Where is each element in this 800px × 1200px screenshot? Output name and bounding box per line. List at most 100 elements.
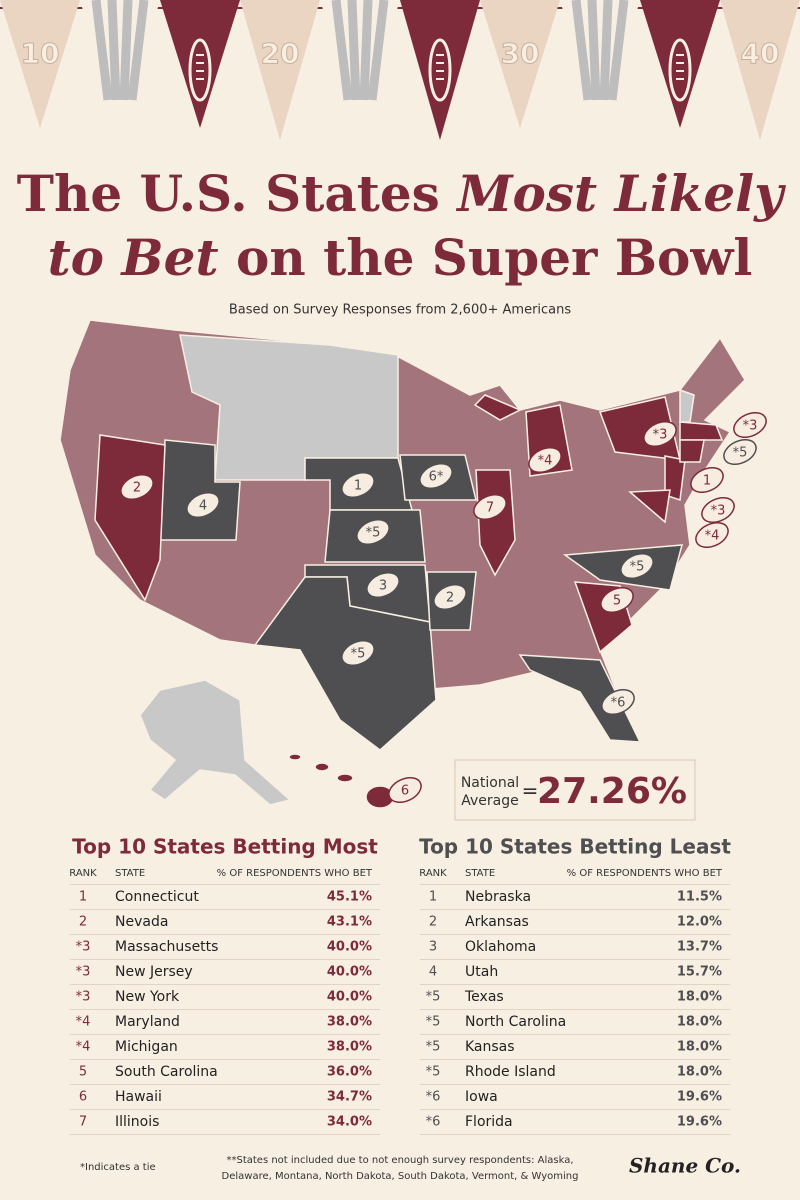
marker-ball	[733, 411, 767, 439]
marker-ball	[388, 776, 422, 804]
map-marker: 5	[600, 586, 634, 614]
average-label: Average	[461, 793, 519, 809]
map-marker: *5	[341, 639, 375, 667]
table-title: Top 10 States Betting Most	[72, 835, 378, 859]
rank-cell: 2	[429, 915, 437, 930]
rank-cell: *3	[76, 940, 91, 955]
marker-label: *4	[705, 529, 720, 544]
pennant-stripe	[367, 0, 389, 101]
state-region	[518, 654, 642, 743]
percent-cell: 11.5%	[677, 890, 722, 905]
column-header: % OF RESPONDENTS WHO BET	[217, 868, 373, 879]
percent-cell: 18.0%	[677, 990, 722, 1005]
state-cell: South Carolina	[115, 1064, 218, 1080]
state-cell: Nebraska	[465, 889, 531, 905]
percent-cell: 18.0%	[677, 1065, 722, 1080]
pennant-stripe	[571, 0, 593, 101]
rank-cell: 7	[79, 1115, 87, 1130]
marker-ball	[701, 496, 735, 524]
marker-ball	[473, 493, 507, 521]
table-title: Top 10 States Betting Least	[419, 835, 731, 859]
rank-cell: *3	[76, 965, 91, 980]
ranking-tables: Top 10 States Betting Most RANK STATE % OF …	[69, 835, 731, 1135]
state-cell: Utah	[465, 964, 498, 980]
percent-cell: 15.7%	[677, 965, 722, 980]
column-header: STATE	[115, 868, 145, 879]
state-region	[473, 394, 522, 421]
state-cell: New York	[115, 989, 180, 1005]
percent-cell: 12.0%	[677, 915, 722, 930]
map-markers: 1 2 *3 *3 *3 *4 *4 5 6 7 1 2 3 4 *5 *5 *5 *5 6* *6	[120, 411, 767, 804]
footnote: *Indicates a tie	[80, 1162, 156, 1173]
percent-cell: 34.7%	[327, 1090, 372, 1105]
percent-cell: 36.0%	[327, 1065, 372, 1080]
state-region	[288, 753, 302, 761]
map-marker: *4	[528, 446, 562, 474]
pennant-stripe	[359, 0, 373, 101]
marker-label: 1	[703, 474, 711, 489]
percent-cell: 34.0%	[327, 1115, 372, 1130]
pennant-number: 40	[741, 37, 780, 70]
pennant-stripe	[599, 0, 613, 101]
state-cell: North Carolina	[465, 1014, 566, 1030]
marker-ball	[433, 583, 467, 611]
state-region	[679, 439, 705, 463]
pennant-stripe	[127, 0, 149, 101]
marker-ball	[643, 420, 677, 448]
state-region	[336, 773, 354, 783]
rank-cell: *5	[426, 990, 441, 1005]
percent-cell: 18.0%	[677, 1040, 722, 1055]
state-cell: Hawaii	[115, 1089, 162, 1105]
percent-cell: 19.6%	[677, 1090, 722, 1105]
marker-ball	[356, 518, 390, 546]
marker-ball	[186, 491, 220, 519]
map-marker: 6	[388, 776, 422, 804]
pennant-number: 30	[501, 37, 540, 70]
pennant	[0, 0, 80, 128]
marker-ball	[366, 571, 400, 599]
marker-label: *3	[653, 428, 668, 443]
marker-label: 6	[401, 784, 409, 799]
state-cell: New Jersey	[115, 964, 193, 980]
pennant	[240, 0, 320, 140]
title-part: on the Super Bowl	[236, 228, 752, 287]
rank-cell: 4	[429, 965, 437, 980]
pennant-stripe	[91, 0, 113, 101]
rank-cell: *6	[426, 1115, 441, 1130]
map-marker: 2	[120, 473, 154, 501]
pennant-stripe	[107, 0, 121, 101]
map-marker: *3	[733, 411, 767, 439]
marker-label: *5	[366, 526, 381, 541]
column-header: % OF RESPONDENTS WHO BET	[567, 868, 723, 879]
percent-cell: 43.1%	[327, 915, 372, 930]
marker-label: *3	[743, 419, 758, 434]
pennant-football	[428, 38, 452, 102]
column-header: RANK	[69, 868, 97, 879]
marker-ball	[723, 438, 757, 466]
marker-ball	[695, 521, 729, 549]
rank-cell: *6	[426, 1090, 441, 1105]
marker-label: 7	[486, 501, 494, 516]
marker-label: *5	[351, 647, 366, 662]
state-cell: Arkansas	[465, 914, 529, 930]
state-cell: Iowa	[465, 1089, 498, 1105]
marker-label: 1	[354, 479, 362, 494]
percent-cell: 40.0%	[327, 965, 372, 980]
title-part: Most Likely	[455, 164, 786, 223]
rank-cell: 5	[79, 1065, 87, 1080]
state-region	[679, 421, 724, 441]
state-cell: Connecticut	[115, 889, 199, 905]
subtitle: Based on Survey Responses from 2,600+ Am…	[229, 303, 572, 318]
state-cell: Texas	[464, 989, 504, 1005]
rank-cell: 3	[429, 940, 437, 955]
average-label: National	[461, 775, 519, 791]
average-value: 27.26%	[537, 771, 687, 812]
column-header: STATE	[465, 868, 495, 879]
state-cell: Rhode Island	[465, 1064, 556, 1080]
rank-cell: 1	[79, 890, 87, 905]
marker-ball	[341, 639, 375, 667]
marker-ball	[620, 552, 654, 580]
equals-sign: =	[522, 779, 539, 803]
marker-label: *5	[733, 446, 748, 461]
